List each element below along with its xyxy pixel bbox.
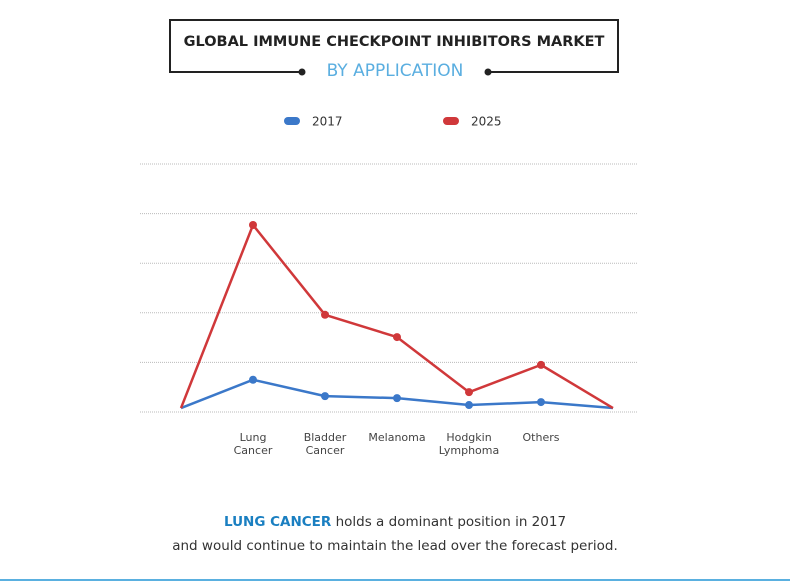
- legend-label: 2025: [471, 115, 502, 129]
- x-tick-label: Lung Cancer: [234, 431, 273, 457]
- x-tick-label: Hodgkin Lymphoma: [439, 431, 499, 457]
- chart-title: GLOBAL IMMUNE CHECKPOINT INHIBITORS MARK…: [184, 34, 605, 50]
- annotation-text: holds a dominant position in 2017: [336, 514, 566, 530]
- legend-swatch: [443, 117, 459, 125]
- title-gap: [296, 62, 492, 82]
- x-tick-label-line: Melanoma: [368, 431, 425, 444]
- x-tick-label-line: Bladder: [304, 431, 347, 444]
- legend-swatch: [284, 117, 300, 125]
- title-dot: [298, 68, 306, 76]
- point: [393, 394, 401, 403]
- x-tick-label: Bladder Cancer: [304, 431, 347, 457]
- x-tick-label: Melanoma: [368, 431, 425, 444]
- annotation-text: and would continue to maintain the lead …: [172, 538, 618, 554]
- point: [537, 360, 545, 369]
- point: [249, 221, 257, 230]
- point: [465, 401, 473, 410]
- point: [321, 392, 329, 401]
- point: [465, 388, 473, 397]
- title-dot: [484, 68, 492, 76]
- x-tick-label-line: Hodgkin: [446, 431, 491, 444]
- legend-label: 2017: [312, 115, 343, 129]
- x-tick-label-line: Cancer: [306, 444, 345, 457]
- series-line: [180, 378, 614, 410]
- x-tick-label-line: Lung: [240, 431, 267, 444]
- x-tick-label-line: Cancer: [234, 444, 273, 457]
- annotation-highlight: LUNG CANCER: [224, 514, 332, 530]
- x-tick-label-line: Lymphoma: [439, 444, 499, 457]
- series-line: [179, 223, 614, 410]
- x-tick-label-line: Others: [523, 431, 560, 444]
- point: [393, 333, 401, 342]
- point: [537, 398, 545, 407]
- point: [321, 310, 329, 319]
- chart-subtitle: BY APPLICATION: [327, 61, 464, 81]
- x-tick-label: Others: [523, 431, 560, 444]
- point: [249, 375, 257, 384]
- annotation: LUNG CANCER holds a dominant position in…: [224, 514, 566, 530]
